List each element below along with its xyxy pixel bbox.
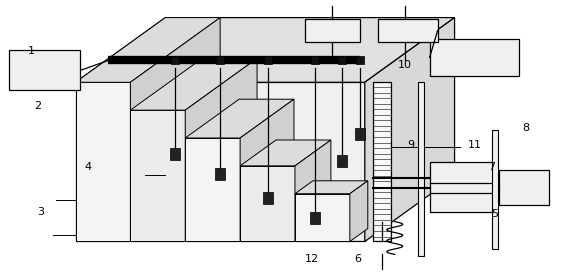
Bar: [311, 56, 319, 64]
Bar: [8, 50, 81, 90]
Text: 6: 6: [354, 254, 361, 264]
Polygon shape: [365, 18, 454, 242]
Text: 3: 3: [38, 207, 44, 217]
Polygon shape: [350, 181, 368, 242]
Bar: [170, 148, 180, 160]
Polygon shape: [75, 18, 454, 82]
Polygon shape: [295, 181, 368, 194]
Bar: [263, 192, 273, 204]
Polygon shape: [185, 99, 294, 138]
Polygon shape: [131, 58, 257, 110]
Text: 10: 10: [398, 59, 412, 69]
Polygon shape: [295, 194, 350, 242]
Polygon shape: [75, 18, 220, 82]
Polygon shape: [131, 18, 220, 242]
Polygon shape: [240, 140, 331, 166]
Bar: [373, 82, 391, 242]
Polygon shape: [185, 58, 257, 242]
Bar: [355, 128, 365, 140]
Polygon shape: [131, 110, 185, 242]
Bar: [430, 39, 520, 76]
Polygon shape: [240, 166, 295, 242]
Text: 11: 11: [468, 140, 482, 150]
Bar: [418, 82, 423, 256]
Bar: [171, 56, 179, 64]
Text: 12: 12: [305, 254, 319, 264]
Bar: [310, 212, 320, 223]
Text: 5: 5: [491, 210, 498, 220]
Text: 9: 9: [407, 140, 414, 150]
Bar: [264, 56, 272, 64]
Polygon shape: [75, 82, 131, 242]
Bar: [430, 162, 494, 212]
Bar: [338, 56, 346, 64]
Bar: [215, 168, 225, 180]
Text: 1: 1: [28, 46, 35, 56]
Text: 7: 7: [489, 162, 495, 172]
Bar: [356, 56, 364, 64]
Text: 2: 2: [34, 101, 41, 111]
Bar: [493, 130, 498, 249]
Bar: [216, 56, 224, 64]
Text: 4: 4: [84, 162, 91, 172]
Polygon shape: [75, 82, 365, 242]
Bar: [337, 155, 347, 167]
Text: 8: 8: [522, 123, 529, 133]
Bar: [305, 19, 360, 42]
Polygon shape: [295, 140, 331, 242]
Polygon shape: [240, 99, 294, 242]
Bar: [378, 19, 437, 42]
Polygon shape: [185, 138, 240, 242]
Bar: [499, 170, 549, 205]
